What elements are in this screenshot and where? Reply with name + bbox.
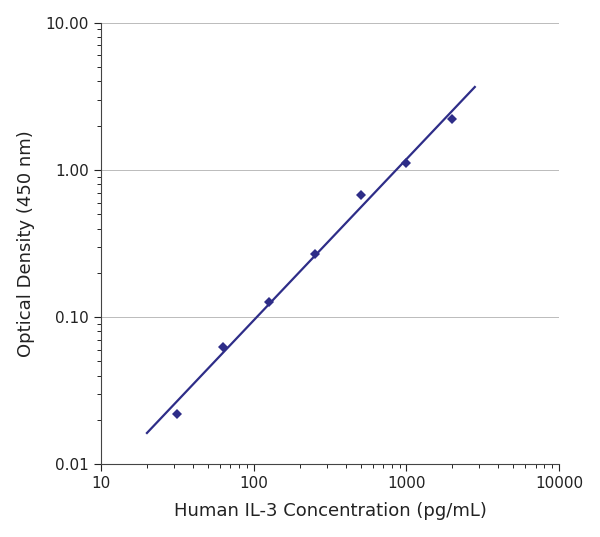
X-axis label: Human IL-3 Concentration (pg/mL): Human IL-3 Concentration (pg/mL)	[173, 502, 487, 520]
Y-axis label: Optical Density (450 nm): Optical Density (450 nm)	[17, 130, 35, 357]
